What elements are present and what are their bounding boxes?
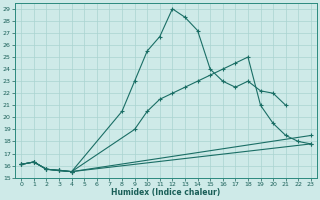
X-axis label: Humidex (Indice chaleur): Humidex (Indice chaleur): [111, 188, 221, 197]
